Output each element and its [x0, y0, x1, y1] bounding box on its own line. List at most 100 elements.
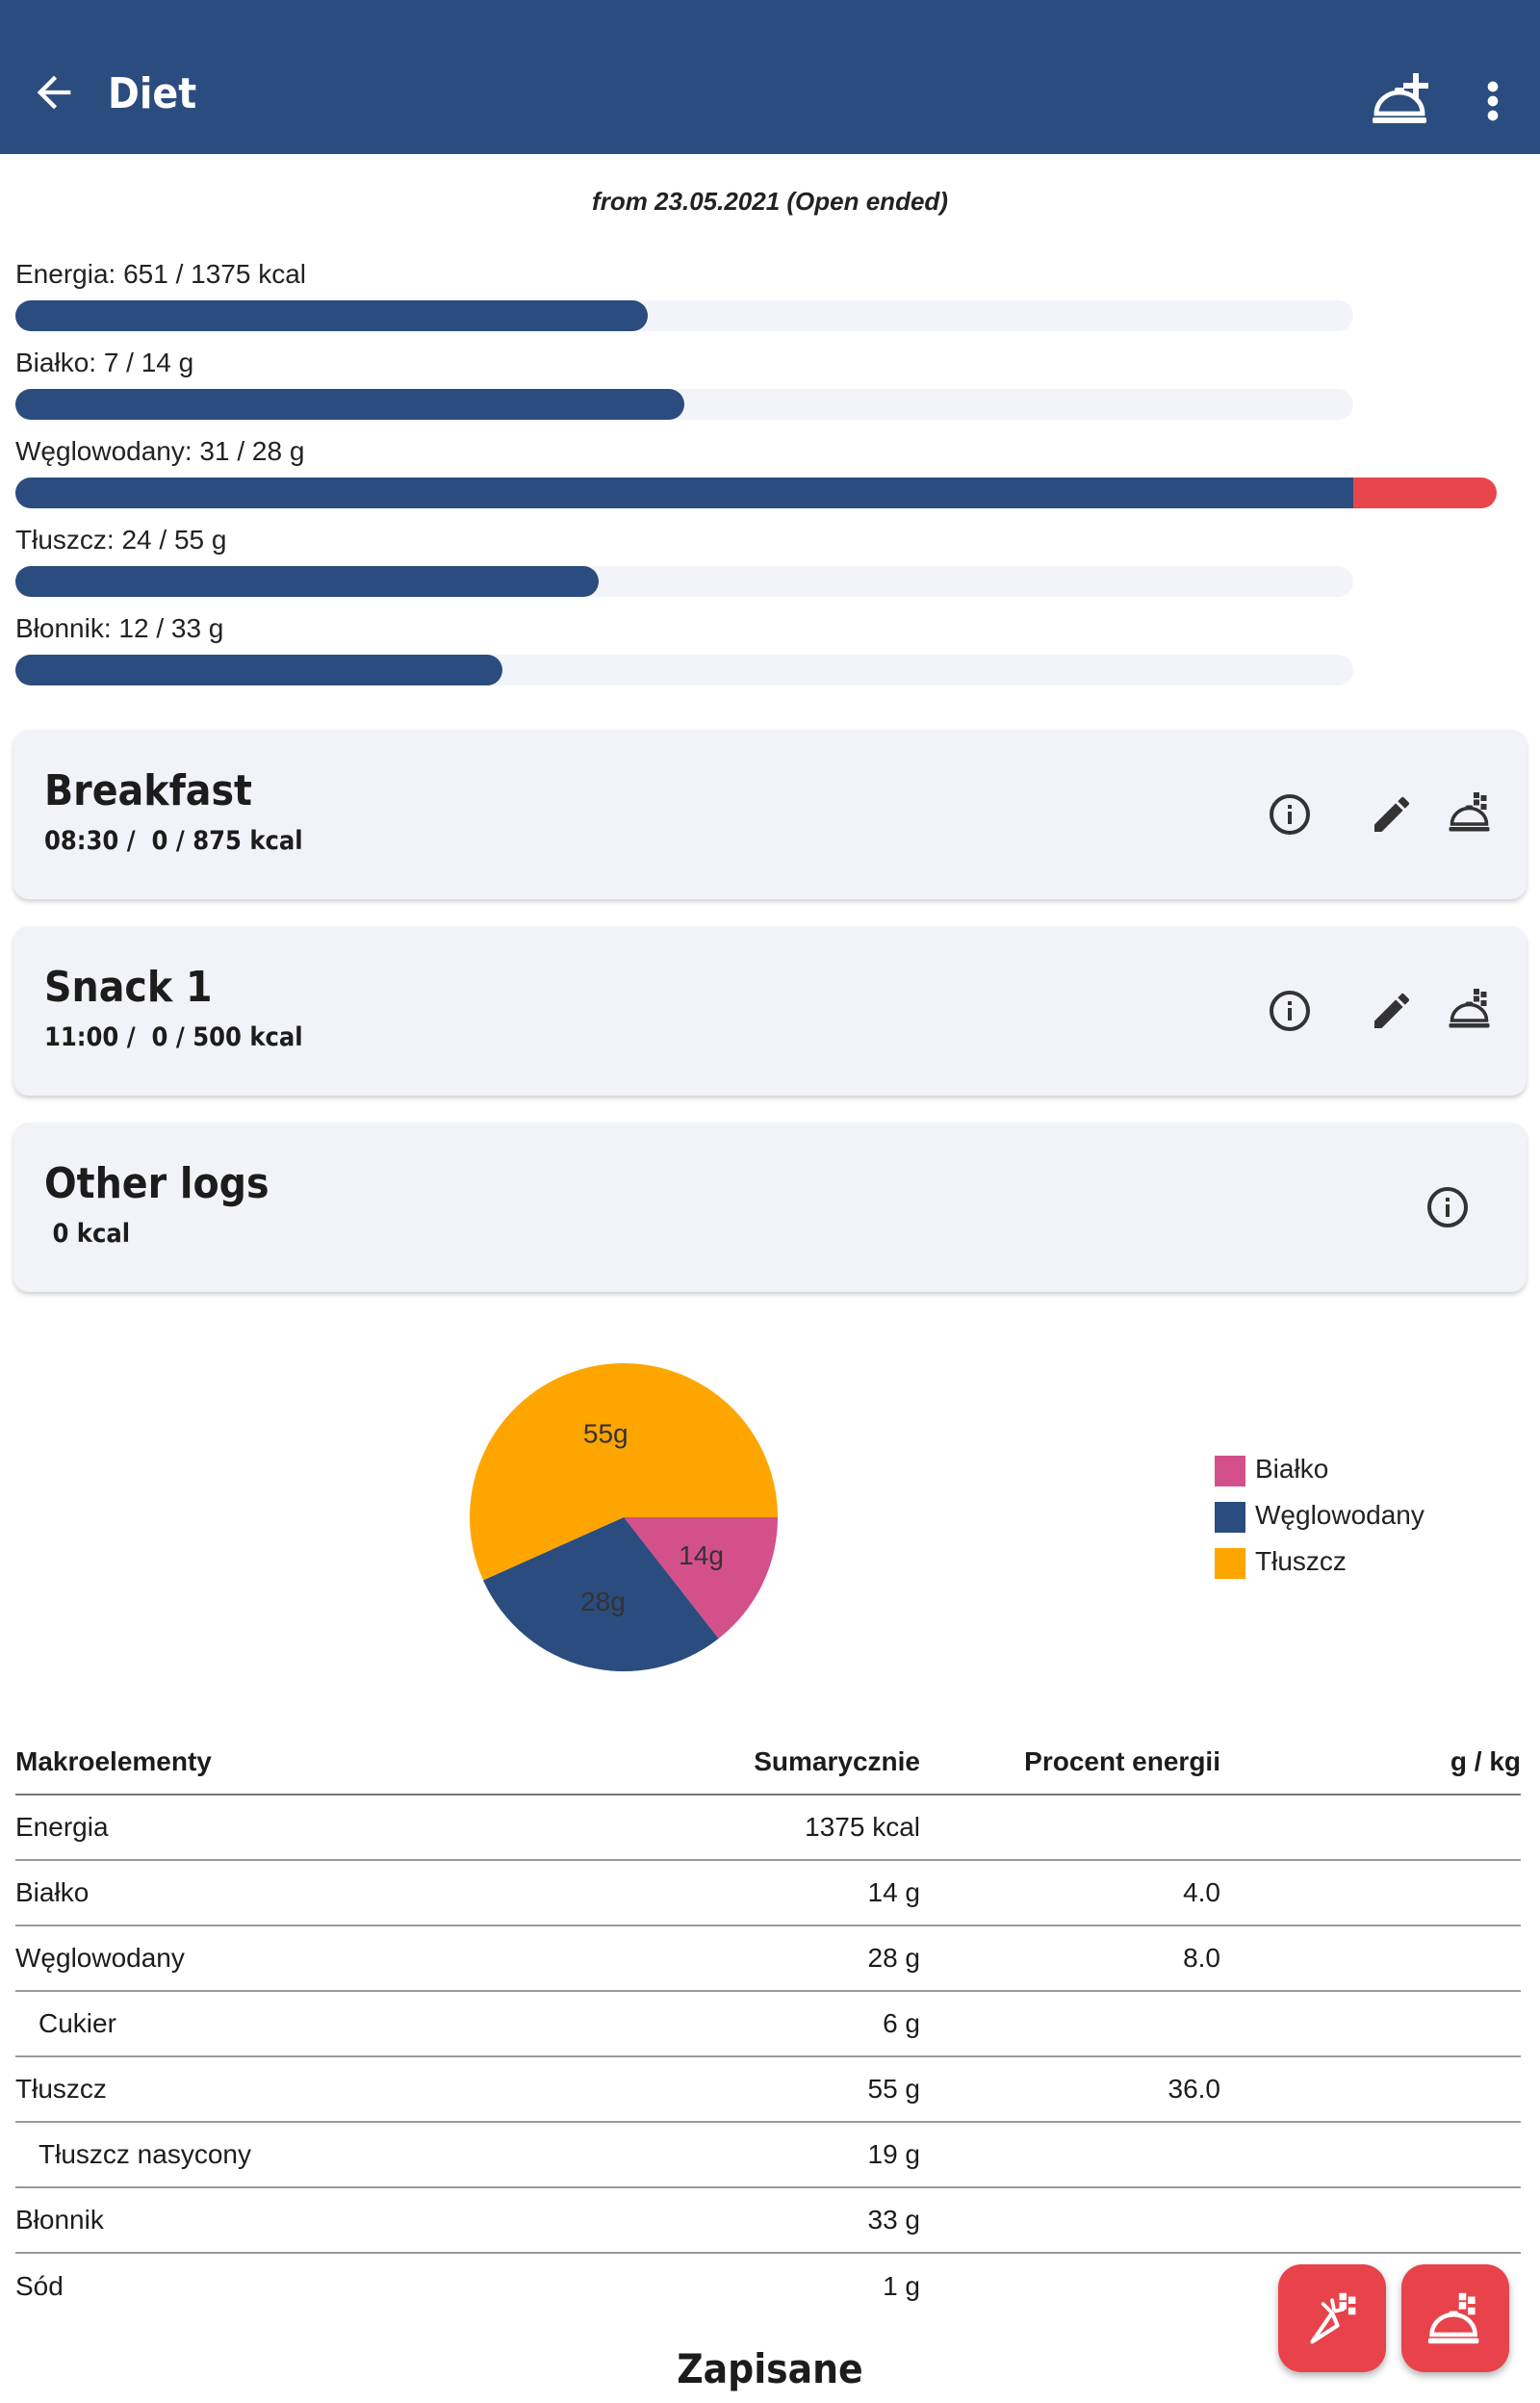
- progress-carbs: Węglowodany: 31 / 28 g: [15, 435, 1527, 508]
- legend-item: Węglowodany: [1215, 1498, 1424, 1544]
- meal-summary: 08:30 / 0 / 875 kcal: [44, 826, 303, 856]
- table-cell-name: Węglowodany: [15, 1925, 574, 1992]
- meal-name: Other logs: [44, 1159, 270, 1208]
- table-cell-gkg: [1220, 1795, 1521, 1861]
- edit-icon[interactable]: [1369, 988, 1415, 1034]
- table-cell-percent: [920, 2253, 1220, 2318]
- log-meal-icon[interactable]: [1448, 789, 1494, 836]
- table-cell-gkg: [1220, 2187, 1521, 2254]
- progress-track: [15, 300, 1353, 331]
- progress-fill: [15, 389, 684, 420]
- table-cell-percent: [920, 1795, 1220, 1861]
- table-row: Węglowodany 28 g 8.0: [15, 1925, 1521, 1992]
- meal-summary: 11:00 / 0 / 500 kcal: [44, 1022, 303, 1052]
- table-cell-gkg: [1220, 1860, 1521, 1926]
- column-header: Procent energii: [920, 1729, 1220, 1796]
- info-icon[interactable]: [1267, 988, 1313, 1034]
- progress-fill: [15, 566, 600, 597]
- progress-label: Energia: 651 / 1375 kcal: [15, 259, 306, 289]
- column-header: Makroelementy: [15, 1729, 574, 1796]
- legend-label: Tłuszcz: [1255, 1546, 1347, 1576]
- table-cell-total: 14 g: [574, 1860, 920, 1926]
- pie-slice: [624, 1517, 778, 1640]
- pie-slice-label: 14g: [679, 1540, 724, 1570]
- column-header: g / kg: [1220, 1729, 1521, 1796]
- log-ingredient-button[interactable]: [1278, 2264, 1386, 2372]
- table-cell-gkg: [1220, 2056, 1521, 2123]
- edit-icon[interactable]: [1369, 791, 1415, 838]
- table-row: Energia 1375 kcal: [15, 1795, 1521, 1861]
- table-cell-percent: [920, 2122, 1220, 2188]
- progress-track: [15, 389, 1353, 420]
- diet-period: from 23.05.2021 (Open ended): [592, 187, 948, 216]
- pie-slice-label: 28g: [580, 1587, 626, 1616]
- progress-protein: Białko: 7 / 14 g: [15, 347, 1527, 420]
- legend-swatch: [1215, 1456, 1245, 1486]
- progress-fiber: Błonnik: 12 / 33 g: [15, 612, 1527, 685]
- progress-fill: [15, 655, 502, 685]
- pie-slice: [470, 1363, 778, 1581]
- progress-fill: [15, 478, 1353, 508]
- table-cell-total: 55 g: [574, 2056, 920, 2123]
- table-cell-total: 19 g: [574, 2122, 920, 2188]
- legend-swatch: [1215, 1548, 1245, 1579]
- table-cell-name: Energia: [15, 1795, 574, 1861]
- log-meal-button[interactable]: [1401, 2264, 1509, 2372]
- saved-heading: Zapisane: [677, 2345, 863, 2392]
- meal-name: Breakfast: [44, 766, 252, 815]
- table-cell-gkg: [1220, 2122, 1521, 2188]
- progress-label: Błonnik: 12 / 33 g: [15, 613, 224, 643]
- progress-energy: Energia: 651 / 1375 kcal: [15, 258, 1527, 331]
- meal-card-snack[interactable]: Snack 1 11:00 / 0 / 500 kcal: [13, 926, 1527, 1096]
- table-cell-total: 1 g: [883, 2270, 920, 2301]
- table-cell-name: Tłuszcz nasycony: [15, 2122, 574, 2188]
- progress-label: Tłuszcz: 24 / 55 g: [15, 525, 227, 555]
- table-row: Błonnik 33 g: [15, 2187, 1521, 2254]
- table-body: Energia 1375 kcal Białko 14 g 4.0 Węglowodany…: [15, 1795, 1521, 2318]
- table-row: Cukier 6 g: [15, 1991, 1521, 2057]
- table-cell-name: Tłuszcz: [15, 2056, 574, 2123]
- add-meal-icon[interactable]: [1371, 71, 1432, 129]
- log-meal-icon[interactable]: [1448, 986, 1494, 1032]
- legend-label: Białko: [1255, 1454, 1329, 1484]
- table-cell-gkg: [1220, 1925, 1521, 1992]
- table-cell-name: Cukier: [15, 1991, 574, 2057]
- page-title: Diet: [108, 69, 197, 118]
- info-icon[interactable]: [1424, 1184, 1471, 1230]
- legend-item: Tłuszcz: [1215, 1544, 1424, 1590]
- table-cell-name: Błonnik: [15, 2187, 574, 2254]
- progress-track: [15, 478, 1497, 508]
- log-ingredient-icon: [1310, 2292, 1356, 2344]
- table-row: Białko 14 g 4.0: [15, 1860, 1521, 1926]
- legend-label: Węglowodany: [1255, 1500, 1424, 1530]
- table-cell-percent: [920, 2187, 1220, 2254]
- table-cell-percent: 4.0: [920, 1860, 1220, 1926]
- table-cell-percent: 36.0: [920, 2056, 1220, 2123]
- table-row: Tłuszcz nasycony 19 g: [15, 2122, 1521, 2188]
- more-vert-icon[interactable]: [1476, 77, 1509, 125]
- progress-label: Węglowodany: 31 / 28 g: [15, 436, 305, 466]
- progress-track: [15, 566, 1353, 597]
- table-cell-percent: [920, 1991, 1220, 2057]
- progress-overflow: [1353, 478, 1497, 508]
- meal-summary: 0 kcal: [44, 1219, 131, 1249]
- other-logs-card[interactable]: Other logs 0 kcal: [13, 1123, 1527, 1292]
- table-cell-gkg: [1220, 1991, 1521, 2057]
- progress-fill: [15, 300, 649, 331]
- table-cell-total: 28 g: [574, 1925, 920, 1992]
- legend-item: Białko: [1215, 1452, 1424, 1498]
- table-cell-total: 6 g: [574, 1991, 920, 2057]
- chart-legend: Białko Węglowodany Tłuszcz: [1215, 1452, 1424, 1590]
- progress-fat: Tłuszcz: 24 / 55 g: [15, 524, 1527, 597]
- meal-card-breakfast[interactable]: Breakfast 08:30 / 0 / 875 kcal: [13, 730, 1527, 899]
- progress-label: Białko: 7 / 14 g: [15, 348, 194, 377]
- table-cell-total: 33 g: [574, 2187, 920, 2254]
- app-bar: Diet: [0, 0, 1540, 154]
- macros-table: Makroelementy Sumarycznie Procent energi…: [15, 1729, 1521, 2318]
- info-icon[interactable]: [1267, 791, 1313, 838]
- meal-name: Snack 1: [44, 963, 213, 1012]
- arrow-back-icon[interactable]: [29, 67, 79, 117]
- table-cell-total: 1375 kcal: [574, 1795, 920, 1861]
- table-cell-name: Sód: [15, 2270, 64, 2301]
- macro-pie-chart: 14g 28g 55g: [470, 1363, 778, 1671]
